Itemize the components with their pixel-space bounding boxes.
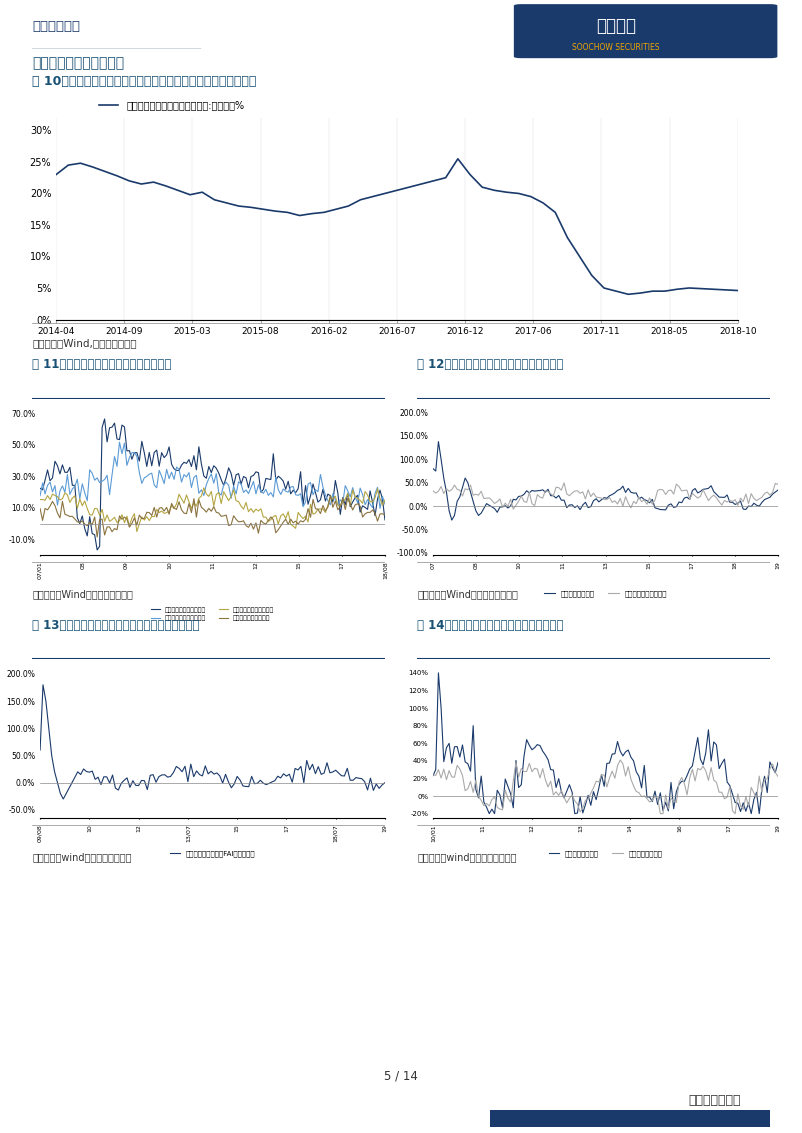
Text: 数据来源：Wind，东吴证券研究所: 数据来源：Wind，东吴证券研究所 [32, 589, 133, 599]
Legend: 公路建设固投单月, 公路建设固投累计: 公路建设固投单月, 公路建设固投累计 [546, 847, 665, 860]
Bar [489, 1110, 770, 1127]
Legend: 商品房销售面积累计同比, 房屋新开工面积累计同比, 房屋在建工程积累计同比, 房屋施工面积累计同比: 商品房销售面积累计同比, 房屋新开工面积累计同比, 房屋在建工程积累计同比, 房… [148, 605, 277, 624]
FancyBboxPatch shape [514, 5, 777, 58]
Text: 图 11：房屋新开工面积累计增速有所上升: 图 11：房屋新开工面积累计增速有所上升 [32, 358, 172, 370]
Text: 数据来源：wind，东吴证券研究所: 数据来源：wind，东吴证券研究所 [32, 852, 132, 862]
Legend: 铁路固定资产投资（FAI）累计同比: 铁路固定资产投资（FAI）累计同比 [167, 847, 258, 860]
Text: 附录三：挖掘机下游数据: 附录三：挖掘机下游数据 [32, 57, 124, 70]
Text: 图 14：公路建设固投单月同比增速有所上升: 图 14：公路建设固投单月同比增速有所上升 [417, 619, 564, 631]
Text: 行业点评报告: 行业点评报告 [32, 20, 80, 33]
Text: 数据来源：Wind，东吴证券研究所: 数据来源：Wind，东吴证券研究所 [417, 589, 518, 599]
Text: 图 13：铁路固定资产投资额累计同比显著增速上升: 图 13：铁路固定资产投资额累计同比显著增速上升 [32, 619, 200, 631]
Text: 数据来源：wind，东吴证券研究所: 数据来源：wind，东吴证券研究所 [417, 852, 516, 862]
Legend: 商品房销售额同比, 房地产投资完成额同比: 商品房销售额同比, 房地产投资完成额同比 [541, 587, 670, 599]
Legend: 基础设施建设投资（不含电力）:累计同比%: 基础设施建设投资（不含电力）:累计同比% [95, 96, 248, 114]
Text: 图 12：房地产投资完成额累计增速有所上升: 图 12：房地产投资完成额累计增速有所上升 [417, 358, 564, 370]
Text: 东吴证券: 东吴证券 [596, 17, 636, 35]
Text: 数据来源：Wind,东吴证券研究所: 数据来源：Wind,东吴证券研究所 [32, 338, 136, 348]
Text: 5 / 14: 5 / 14 [384, 1070, 418, 1082]
Text: SOOCHOW SECURITIES: SOOCHOW SECURITIES [572, 43, 659, 52]
Text: 东吴证券研究所: 东吴证券研究所 [688, 1093, 740, 1107]
Text: 图 10：基础设施建设投资增速略有回升，国家政策放松助力反弹: 图 10：基础设施建设投资增速略有回升，国家政策放松助力反弹 [32, 75, 257, 87]
